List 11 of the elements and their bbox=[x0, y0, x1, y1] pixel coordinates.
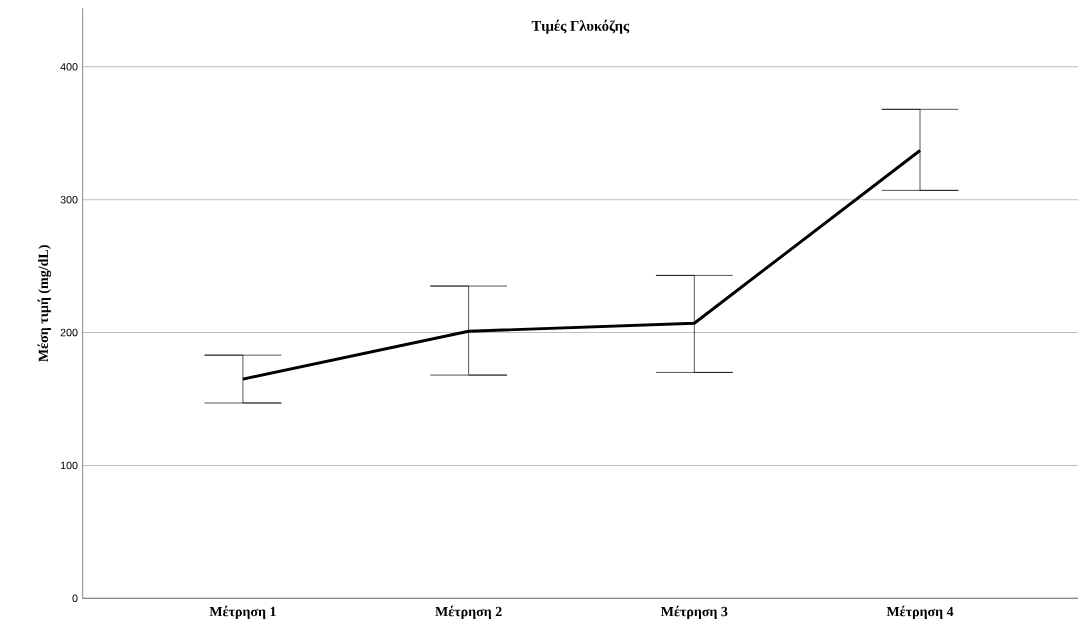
y-tick-label: 0 bbox=[72, 594, 78, 603]
text: Τιμές Γλυκόζης bbox=[531, 19, 630, 34]
x-tick-label: Μέτρηση 2 bbox=[435, 605, 502, 620]
x-tick-label: Μέτρηση 4 bbox=[886, 605, 954, 620]
y-tick-label: 300 bbox=[60, 195, 78, 204]
y-tick-label: 200 bbox=[60, 328, 78, 337]
y-axis-title: Μέση τιμή (mg/dL) bbox=[37, 245, 52, 362]
x-tick-label: Μέτρηση 3 bbox=[660, 605, 728, 620]
y-tick-label: 400 bbox=[60, 63, 78, 71]
y-tick-label: 100 bbox=[60, 461, 78, 470]
x-tick-label: Μέτρηση 1 bbox=[209, 605, 276, 620]
